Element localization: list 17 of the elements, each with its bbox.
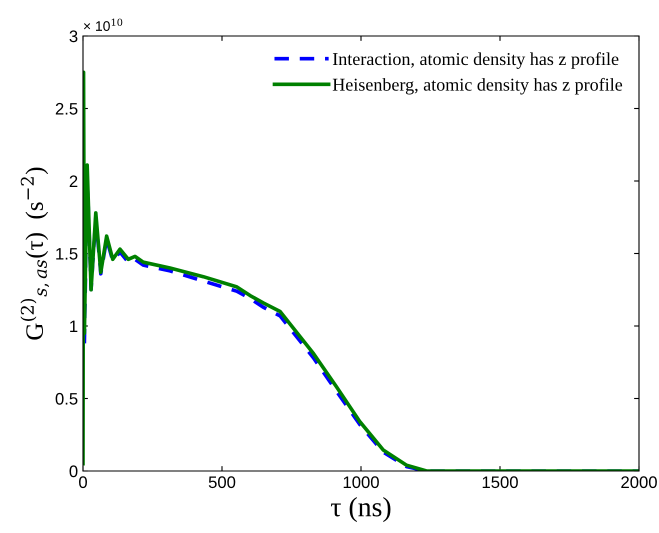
x-tick-label: 1000 (344, 476, 379, 488)
legend-label: Interaction, atomic density has z profile (332, 52, 618, 69)
y-tick-label: 2 (70, 175, 78, 188)
y-tick-label: 1.5 (56, 248, 78, 260)
y-tick-label: 0 (70, 465, 78, 478)
x-axis-title: τ (ns) (330, 496, 390, 522)
x-tick-label: 0 (79, 476, 87, 488)
y-tick-label: 3 (70, 30, 78, 42)
text: × 10$^{10}$ (84, 18, 122, 31)
y-tick-label: 0.5 (56, 392, 78, 405)
x-tick-label: 500 (208, 476, 236, 488)
legend-label: Heisenberg, atomic density has z profile (332, 78, 622, 94)
y-axis-title: G$^{(2)}$$_{s,as}$(τ) (s$^{−2}$) (20, 168, 50, 340)
x-tick-label: 1500 (482, 476, 518, 488)
y-tick-label: 2.5 (56, 102, 78, 115)
y-tick-label: 1 (70, 320, 78, 332)
x-tick-label: 2000 (621, 476, 657, 488)
